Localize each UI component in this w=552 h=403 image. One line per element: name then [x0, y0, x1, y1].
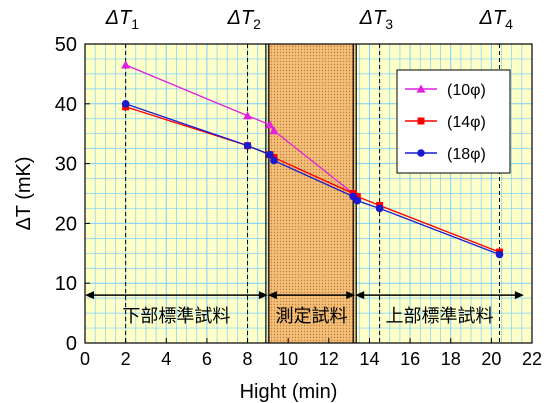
- marker-label-sub: 4: [505, 16, 513, 32]
- x-tick-label: 4: [161, 349, 171, 369]
- region-arrow-head-left: [267, 291, 277, 300]
- region-label: 下部標準試料: [122, 306, 230, 326]
- marker-label: ΔT4: [478, 7, 513, 32]
- data-point-circle: [375, 204, 384, 213]
- plot-frame: [84, 43, 533, 344]
- marker-label-sub: 2: [253, 16, 261, 32]
- legend-label: (10φ): [447, 82, 486, 99]
- region-arrow-head-left: [355, 291, 365, 300]
- region-arrow-head-right: [258, 291, 268, 300]
- data-point-square: [417, 117, 425, 125]
- x-tick-label: 8: [243, 349, 253, 369]
- data-point-triangle: [269, 126, 279, 135]
- sample-region: [267, 44, 356, 343]
- x-tick-label: 12: [319, 349, 339, 369]
- y-tick-label: 30: [55, 154, 77, 176]
- data-point-circle: [353, 196, 362, 205]
- data-point-circle: [495, 250, 504, 259]
- marker-label-sub: 3: [385, 16, 393, 32]
- data-point-circle: [270, 156, 278, 165]
- marker-label-base: ΔT: [105, 7, 133, 29]
- data-point-square: [353, 192, 361, 200]
- series-2: [121, 100, 504, 259]
- x-tick-label: 0: [80, 349, 90, 369]
- legend-label: (18φ): [447, 146, 486, 163]
- marker-label-base: ΔT: [478, 7, 506, 29]
- data-point-circle: [417, 149, 425, 157]
- marker-label: ΔT3: [359, 7, 394, 32]
- data-point-triangle: [265, 120, 275, 129]
- marker-label-base: ΔT: [227, 7, 255, 29]
- y-tick-label: 0: [66, 333, 77, 355]
- x-tick-label: 22: [522, 349, 542, 369]
- x-tick-label: 20: [481, 349, 501, 369]
- y-tick-label: 50: [55, 34, 77, 56]
- region-label: 上部標準試料: [386, 306, 494, 326]
- x-tick-label: 6: [202, 349, 212, 369]
- x-tick-label: 18: [441, 349, 461, 369]
- x-tick-label: 16: [400, 349, 420, 369]
- data-point-circle: [266, 150, 274, 159]
- marker-label-sub: 1: [131, 16, 139, 32]
- region-label: 測定試料: [276, 306, 348, 326]
- x-axis-label: Hight (min): [240, 381, 338, 403]
- series-line: [125, 103, 500, 256]
- region-arrow-head-left: [85, 291, 94, 300]
- y-axis-label: ΔT (mK): [13, 156, 35, 230]
- region-arrow-head-right: [514, 291, 524, 300]
- legend-label: (14φ): [447, 114, 486, 131]
- y-tick-label: 10: [55, 273, 77, 295]
- data-point-triangle: [416, 84, 426, 93]
- x-tick-label: 2: [121, 349, 131, 369]
- x-tick-label: 14: [359, 349, 379, 369]
- y-tick-label: 20: [55, 213, 77, 235]
- data-point-triangle: [121, 60, 131, 69]
- y-tick-label: 40: [55, 94, 77, 116]
- region-arrow-head-right: [346, 291, 356, 300]
- marker-label: ΔT1: [105, 7, 140, 32]
- data-point-circle: [121, 100, 130, 108]
- data-point-circle: [243, 141, 252, 150]
- data-point-triangle: [243, 111, 253, 120]
- x-tick-label: 10: [278, 349, 298, 369]
- marker-label: ΔT2: [227, 7, 262, 32]
- marker-label-base: ΔT: [359, 7, 387, 29]
